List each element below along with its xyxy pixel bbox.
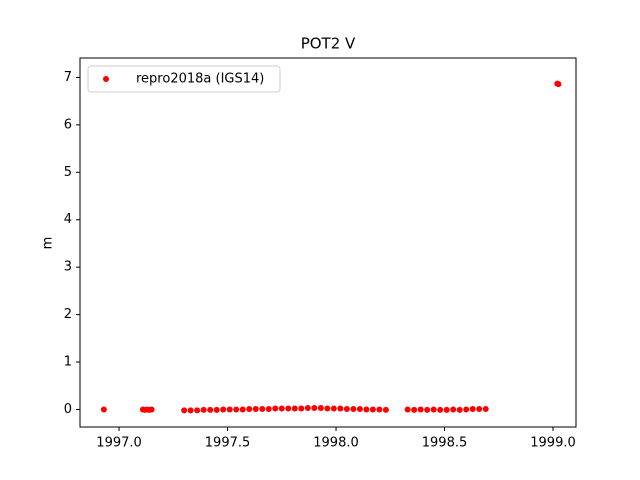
- point: [404, 406, 411, 413]
- point: [411, 406, 418, 413]
- point: [437, 406, 444, 413]
- point: [311, 405, 318, 412]
- legend-marker: [103, 76, 109, 82]
- legend-box: [87, 65, 281, 93]
- point: [298, 405, 305, 412]
- x-tick-label: 1997.0: [96, 436, 142, 451]
- point: [233, 406, 240, 413]
- x-tick-label: 1998.0: [313, 436, 359, 451]
- point: [469, 405, 476, 412]
- point: [246, 405, 253, 412]
- point: [369, 406, 376, 413]
- point: [476, 405, 483, 412]
- point: [430, 406, 437, 413]
- point: [450, 406, 457, 413]
- y-axis-label: m: [41, 237, 56, 250]
- chart-title: POT2 V: [301, 35, 356, 53]
- point: [252, 405, 259, 412]
- point: [148, 406, 155, 413]
- point: [482, 405, 489, 412]
- point: [226, 406, 233, 413]
- point: [220, 406, 227, 413]
- point: [239, 406, 246, 413]
- y-tick-label: 1: [64, 355, 72, 370]
- y-tick-label: 6: [64, 117, 72, 132]
- point: [213, 406, 220, 413]
- point: [350, 405, 357, 412]
- point: [304, 405, 311, 412]
- point: [337, 405, 344, 412]
- point: [382, 406, 389, 413]
- point: [330, 405, 337, 412]
- point: [463, 406, 470, 413]
- y-tick-label: 0: [64, 402, 72, 417]
- point: [278, 405, 285, 412]
- point: [291, 405, 298, 412]
- y-tick-label: 5: [64, 165, 72, 180]
- point: [259, 405, 266, 412]
- point: [317, 405, 324, 412]
- point: [343, 405, 350, 412]
- point: [356, 405, 363, 412]
- y-tick-label: 3: [64, 260, 72, 275]
- x-tick-label: 1997.5: [205, 436, 251, 451]
- y-tick-label: 4: [64, 212, 72, 227]
- point: [324, 405, 331, 412]
- y-tick-label: 7: [64, 70, 72, 85]
- point: [265, 405, 272, 412]
- point: [443, 406, 450, 413]
- point: [187, 407, 194, 414]
- point: [424, 406, 431, 413]
- point: [207, 406, 214, 413]
- plot-frame: [79, 57, 577, 428]
- point: [100, 406, 107, 413]
- point: [363, 406, 370, 413]
- legend-label: repro2018a (IGS14): [136, 72, 264, 87]
- point: [181, 407, 188, 414]
- point: [555, 81, 562, 88]
- y-tick-label: 2: [64, 307, 72, 322]
- point: [194, 407, 201, 414]
- x-tick-label: 1998.5: [422, 436, 468, 451]
- point: [456, 406, 463, 413]
- point: [272, 405, 279, 412]
- point: [376, 406, 383, 413]
- point: [417, 406, 424, 413]
- point: [200, 406, 207, 413]
- point: [285, 405, 292, 412]
- x-tick-label: 1999.0: [530, 436, 576, 451]
